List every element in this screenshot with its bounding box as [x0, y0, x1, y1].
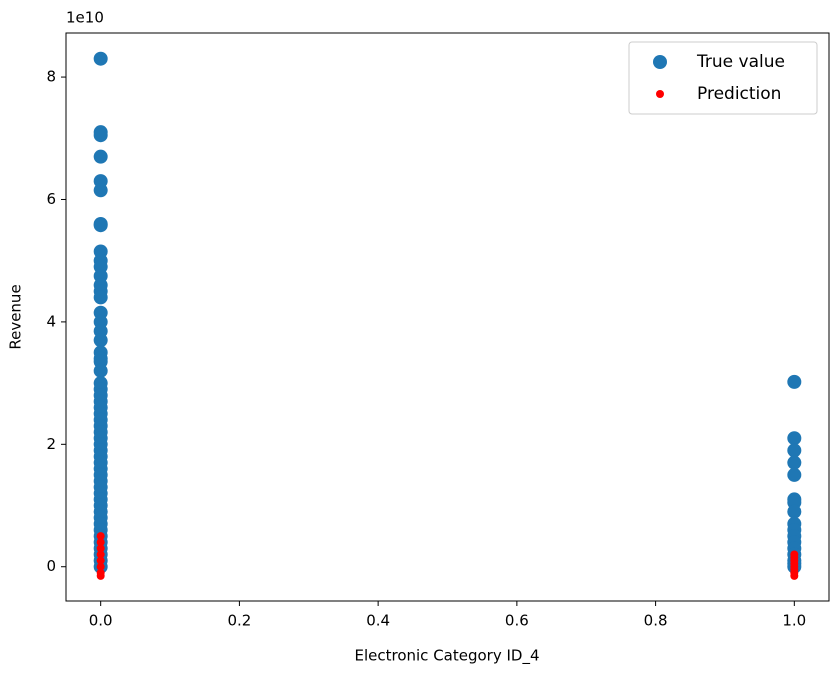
x-tick-label: 0.4 [366, 612, 390, 630]
point [93, 51, 108, 66]
point [96, 550, 105, 559]
point [93, 149, 108, 164]
point [93, 363, 108, 378]
y-offset-text: 1e10 [66, 9, 104, 27]
x-tick-label: 0.2 [227, 612, 251, 630]
y-tick-label: 8 [46, 68, 56, 86]
y-tick-label: 2 [46, 435, 56, 453]
x-tick-label: 0.6 [505, 612, 529, 630]
point [787, 504, 802, 519]
legend-marker [653, 55, 667, 69]
point [93, 128, 108, 143]
x-axis-label: Electronic Category ID_4 [354, 647, 539, 666]
point [93, 333, 108, 348]
legend-box [628, 41, 818, 115]
point [790, 571, 799, 580]
point [787, 443, 802, 458]
point [96, 544, 105, 553]
point [93, 183, 108, 198]
point [787, 374, 802, 389]
point [93, 290, 108, 305]
legend-label: Prediction [697, 84, 781, 104]
point [96, 538, 105, 547]
point [787, 431, 802, 446]
x-tick-label: 0.8 [644, 612, 668, 630]
plot-frame [65, 32, 830, 602]
legend-marker [656, 90, 664, 98]
point [787, 467, 802, 482]
x-tick-label: 0.0 [89, 612, 113, 630]
point [96, 571, 105, 580]
x-tick-label: 1.0 [782, 612, 806, 630]
y-tick-label: 0 [46, 557, 56, 575]
point [96, 562, 105, 571]
point [787, 455, 802, 470]
point [93, 218, 108, 233]
y-tick-label: 6 [46, 190, 56, 208]
point [96, 556, 105, 565]
point [96, 532, 105, 541]
y-tick-label: 4 [46, 312, 56, 330]
legend-label: True value [696, 52, 785, 72]
y-axis-label: Revenue [7, 284, 25, 349]
